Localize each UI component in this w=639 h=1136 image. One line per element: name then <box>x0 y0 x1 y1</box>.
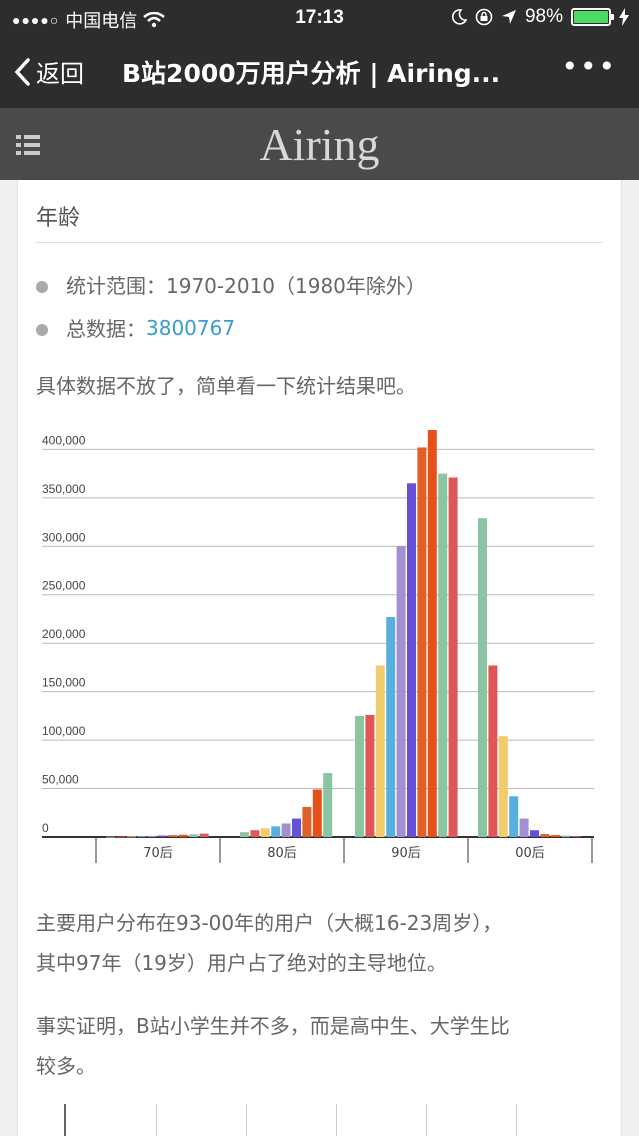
bar <box>158 835 167 837</box>
battery-percent: 98% <box>524 6 563 27</box>
bar <box>530 830 539 837</box>
paragraph: 主要用户分布在93-00年的用户（大概16-23周岁）， 其中97年（19岁）用… <box>36 903 606 983</box>
bar <box>292 818 301 837</box>
y-tick-label: 100,000 <box>42 724 86 738</box>
back-label: 返回 <box>36 60 84 88</box>
bar <box>106 836 115 838</box>
bar <box>302 806 312 837</box>
back-button[interactable]: 返回 <box>14 54 84 89</box>
paragraph-line: 事实证明，B站小学生并不多，而是高中生、大学生比 <box>36 1014 510 1038</box>
status-bar: ●●●●○ 中国电信 17:13 98% <box>0 0 639 36</box>
bar <box>375 665 385 837</box>
page-title: B站2000万用户分析 | Airing... <box>122 59 501 88</box>
next-chart-gridlines <box>46 1104 526 1136</box>
paragraph: 事实证明，B站小学生并不多，而是高中生、大学生比 较多。 <box>36 1006 606 1086</box>
bar <box>271 826 281 837</box>
bullet-icon <box>36 280 48 293</box>
y-tick-label: 300,000 <box>42 530 86 544</box>
charging-icon <box>619 8 629 26</box>
bar <box>386 617 396 837</box>
bar <box>281 823 291 837</box>
bar <box>168 835 178 837</box>
intro-text: 具体数据不放了，简单看一下统计结果吧。 <box>36 374 416 398</box>
bar <box>571 836 581 838</box>
bar <box>189 834 199 837</box>
y-tick-label: 0 <box>42 821 49 835</box>
bar <box>478 518 487 837</box>
section-title: 年龄 <box>36 206 81 231</box>
total-value-link[interactable]: 3800767 <box>146 315 236 340</box>
total-label: 总数据： <box>66 317 146 341</box>
clock: 17:13 <box>295 7 344 28</box>
bar <box>509 796 519 837</box>
bar <box>365 714 375 837</box>
nav-bar: 返回 B站2000万用户分析 | Airing... ••• <box>0 36 639 108</box>
bullet-icon <box>36 323 48 336</box>
bar <box>323 773 333 837</box>
menu-list-icon[interactable] <box>16 135 40 155</box>
signal-strength: ●●●●○ <box>12 12 60 28</box>
x-group-label: 90后 <box>391 846 421 861</box>
bar <box>561 835 571 837</box>
bar <box>550 835 560 837</box>
bar <box>178 834 188 837</box>
age-bar-chart: 0 50,000 100,000 150,000 200,000 250,000 300,0… <box>42 430 594 863</box>
bar <box>488 665 498 837</box>
bar <box>199 833 209 837</box>
list-item: 统计范围：1970-2010（1980年除外） <box>36 270 426 299</box>
paragraph-line: 主要用户分布在93-00年的用户（大概16-23周岁）， <box>36 911 503 935</box>
x-group-label: 70后 <box>143 846 173 861</box>
y-tick-label: 50,000 <box>42 773 79 787</box>
y-tick-label: 400,000 <box>42 433 86 447</box>
x-group-label: 80后 <box>267 846 297 861</box>
bar <box>396 546 406 837</box>
carrier-name: 中国电信 <box>65 11 138 32</box>
bar <box>438 473 448 837</box>
bar <box>137 836 147 838</box>
bar <box>355 715 364 837</box>
battery-icon <box>571 8 614 26</box>
bar <box>448 477 458 837</box>
y-tick-label: 150,000 <box>42 676 86 690</box>
article-card: 年龄 统计范围：1970-2010（1980年除外） 总数据： 3800767 … <box>18 180 621 1136</box>
site-title[interactable]: Airing <box>259 119 380 170</box>
paragraph-line: 其中97年（19岁）用户占了绝对的主导地位。 <box>36 951 447 975</box>
bar <box>260 828 270 837</box>
bar <box>498 736 508 837</box>
y-tick-label: 350,000 <box>42 482 86 496</box>
more-options-button[interactable]: ••• <box>561 50 617 83</box>
bar <box>312 789 322 837</box>
bar <box>417 447 427 837</box>
lock-rotation-icon <box>475 8 493 26</box>
bar <box>116 836 126 838</box>
site-header: Airing <box>0 108 639 180</box>
bar <box>407 483 416 837</box>
divider <box>36 242 603 243</box>
bar <box>147 835 157 837</box>
list-item: 总数据： 3800767 <box>36 313 235 342</box>
bar <box>427 430 437 837</box>
location-icon <box>501 10 516 24</box>
wifi-icon <box>143 12 166 28</box>
bar <box>540 834 550 837</box>
paragraph-line: 较多。 <box>36 1054 96 1078</box>
bar <box>250 830 260 837</box>
x-group-label: 00后 <box>515 846 545 861</box>
y-tick-label: 250,000 <box>42 579 86 593</box>
bar <box>126 836 136 838</box>
y-tick-label: 200,000 <box>42 627 86 641</box>
moon-icon <box>451 9 467 25</box>
chevron-left-icon <box>14 57 30 86</box>
bar <box>519 818 529 837</box>
bar <box>240 832 249 837</box>
stats-range: 统计范围：1970-2010（1980年除外） <box>66 274 426 298</box>
